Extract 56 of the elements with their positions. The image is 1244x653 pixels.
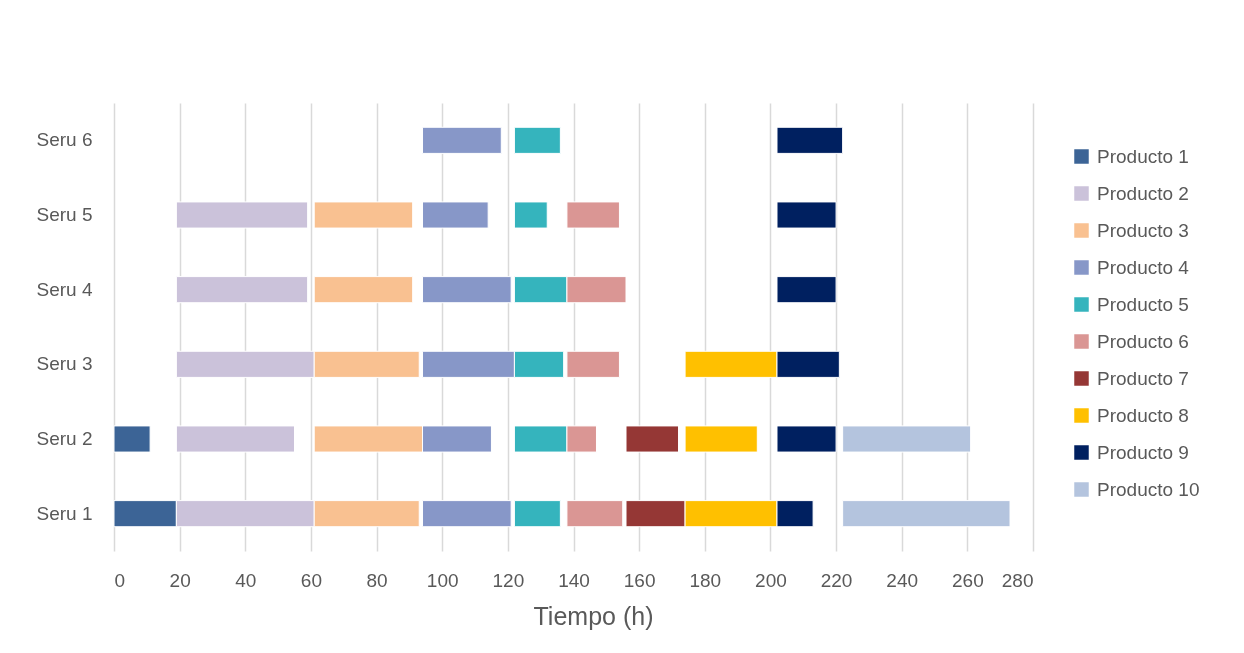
bar <box>684 425 758 453</box>
x-tick-label: 200 <box>755 569 787 591</box>
bar <box>175 276 309 304</box>
x-tick-label: 40 <box>235 569 257 591</box>
x-tick-label: 240 <box>886 569 919 591</box>
bar <box>842 500 1011 528</box>
bar <box>175 425 296 453</box>
bar <box>513 500 561 528</box>
x-tick-label: 260 <box>952 569 984 591</box>
bar <box>776 425 837 453</box>
x-tick-label: 20 <box>169 569 191 591</box>
legend-label: Producto 7 <box>1097 367 1189 389</box>
legend-label: Producto 5 <box>1097 293 1189 315</box>
y-tick-label: Seru 4 <box>36 278 93 300</box>
bar <box>422 201 489 229</box>
x-tick-label: 80 <box>366 569 388 591</box>
x-tick-label: 160 <box>623 569 656 591</box>
x-tick-label: 0 <box>114 569 126 591</box>
y-tick-label: Seru 2 <box>36 428 93 449</box>
bar <box>776 276 837 304</box>
bar <box>776 126 844 154</box>
bar <box>422 500 512 528</box>
legend-label: Producto 1 <box>1097 145 1189 167</box>
legend-label: Producto 4 <box>1097 256 1190 278</box>
x-axis-title: Tiempo (h) <box>533 601 654 630</box>
bar <box>566 350 620 378</box>
bar <box>776 201 837 229</box>
legend-label: Producto 10 <box>1097 478 1200 500</box>
bar <box>313 276 414 304</box>
x-tick-label: 100 <box>426 569 459 591</box>
y-tick-label: Seru 3 <box>36 353 93 375</box>
legend-label: Producto 9 <box>1097 441 1189 463</box>
legend-label: Producto 2 <box>1097 182 1189 204</box>
bar <box>513 126 561 154</box>
bar <box>842 425 972 453</box>
legend-label: Producto 6 <box>1097 330 1189 352</box>
bar <box>625 425 680 453</box>
bar <box>175 201 309 229</box>
legend-label: Producto 3 <box>1097 219 1189 241</box>
y-tick-label: Seru 6 <box>36 129 93 151</box>
y-tick-label: Seru 1 <box>36 502 93 524</box>
x-tick-label: 120 <box>492 569 525 591</box>
y-tick-label: Seru 5 <box>36 204 93 225</box>
bar <box>113 425 151 453</box>
bar <box>566 500 624 528</box>
x-tick-label: 220 <box>820 569 853 591</box>
bar <box>566 201 620 229</box>
x-tick-label: 180 <box>689 569 722 591</box>
bar <box>422 126 502 154</box>
bar <box>422 276 512 304</box>
bar <box>313 201 414 229</box>
x-tick-label: 60 <box>300 569 322 591</box>
x-tick-label: 140 <box>558 569 590 591</box>
bar <box>513 201 548 229</box>
legend-label: Producto 8 <box>1097 404 1189 426</box>
x-tick-label: 280 <box>1001 569 1034 591</box>
